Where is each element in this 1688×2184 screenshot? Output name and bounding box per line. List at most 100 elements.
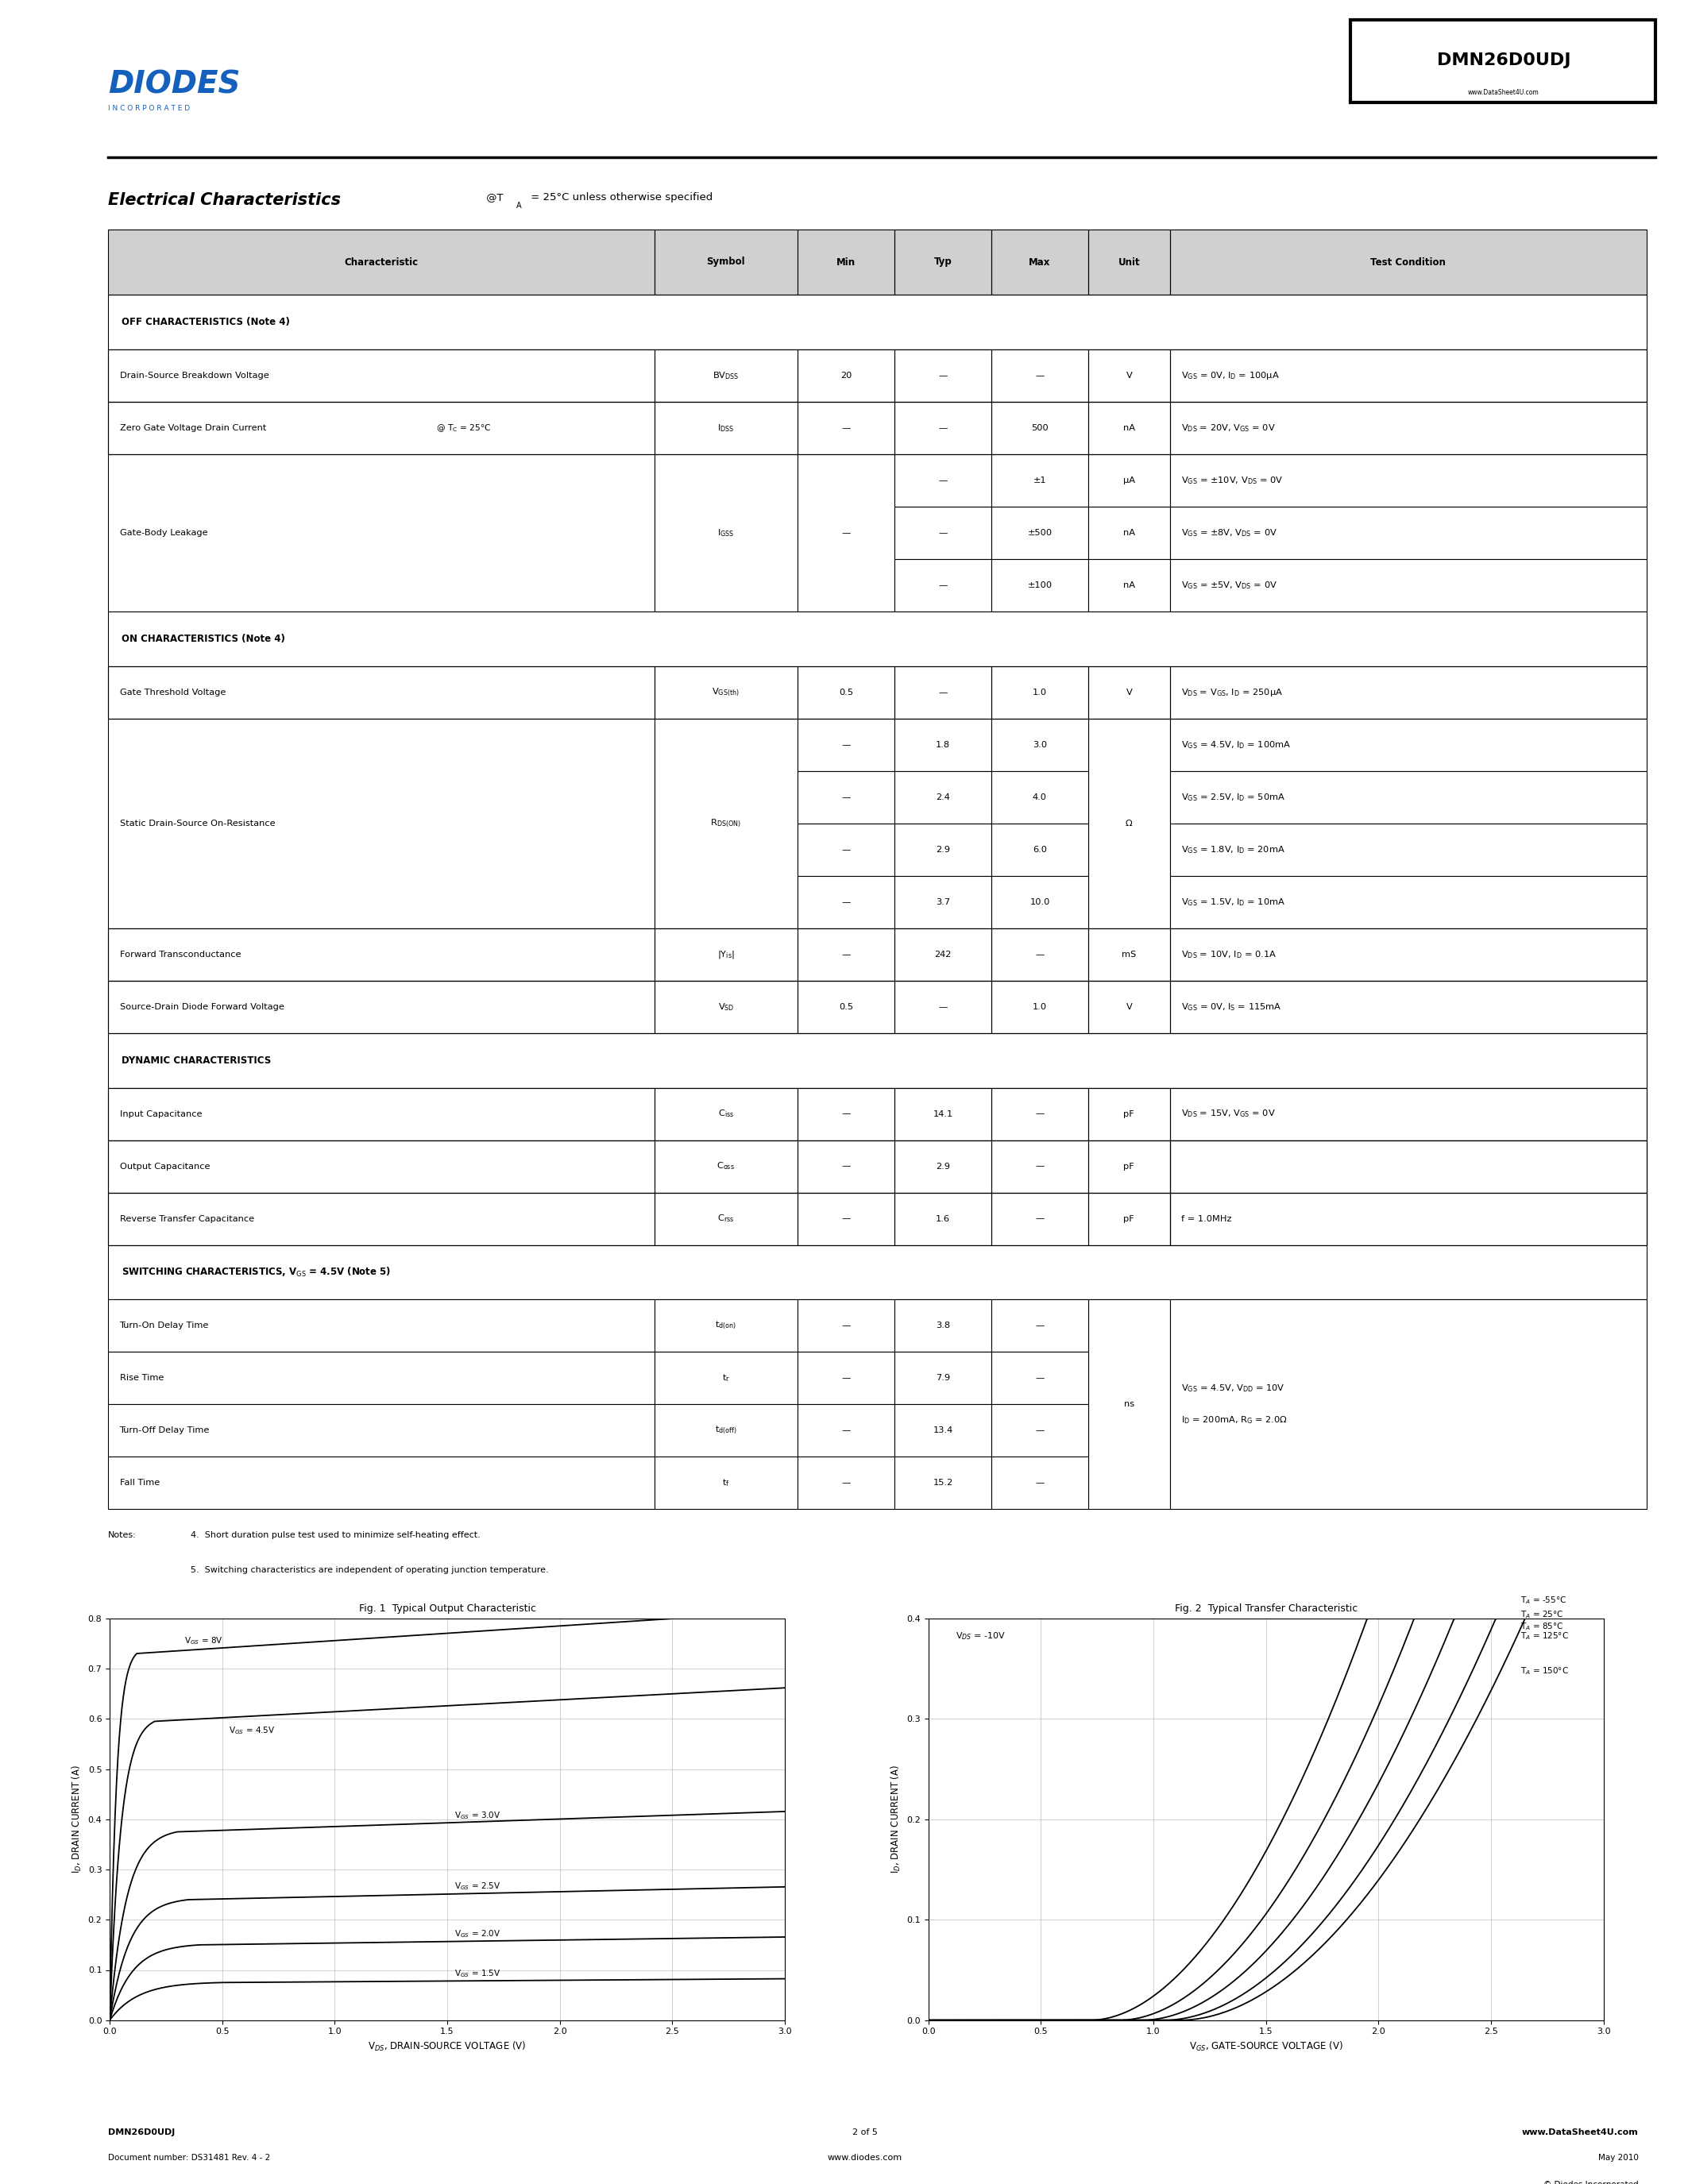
Bar — [1089, 981, 1170, 1033]
Bar — [1170, 876, 1647, 928]
Text: May 2010: May 2010 — [1599, 2153, 1639, 2162]
Bar — [797, 666, 895, 719]
Bar — [1170, 719, 1647, 771]
Bar — [797, 1299, 895, 1352]
Bar — [895, 1140, 991, 1192]
Text: DYNAMIC CHARACTERISTICS: DYNAMIC CHARACTERISTICS — [122, 1055, 270, 1066]
X-axis label: V$_{DS}$, DRAIN-SOURCE VOLTAGE (V): V$_{DS}$, DRAIN-SOURCE VOLTAGE (V) — [368, 2040, 527, 2053]
Bar — [655, 229, 797, 295]
Bar — [797, 1140, 895, 1192]
Bar — [108, 402, 655, 454]
X-axis label: V$_{GS}$, GATE-SOURCE VOLTAGE (V): V$_{GS}$, GATE-SOURCE VOLTAGE (V) — [1188, 2040, 1344, 2053]
Bar — [991, 771, 1089, 823]
Bar — [1170, 1140, 1647, 1245]
Text: pF: pF — [1124, 1109, 1134, 1118]
Bar — [991, 1404, 1089, 1457]
Bar — [108, 349, 1647, 402]
Y-axis label: I$_D$, DRAIN CURRENT (A): I$_D$, DRAIN CURRENT (A) — [890, 1765, 901, 1874]
Bar — [655, 1088, 797, 1140]
Text: DMN26D0UDJ: DMN26D0UDJ — [108, 2127, 176, 2136]
Bar — [895, 559, 991, 612]
Bar — [991, 1140, 1089, 1192]
Text: 0.5: 0.5 — [839, 1002, 852, 1011]
Bar — [108, 1033, 1647, 1088]
Bar — [1089, 349, 1170, 402]
Text: —: — — [939, 1002, 947, 1011]
Text: Min: Min — [836, 258, 856, 266]
Bar — [1350, 20, 1654, 103]
Text: V$_{GS}$ = 2.0V: V$_{GS}$ = 2.0V — [454, 1928, 501, 1939]
Text: www.DataSheet4U.com: www.DataSheet4U.com — [1523, 2127, 1639, 2136]
Bar — [108, 229, 655, 295]
Bar — [1170, 1192, 1647, 1245]
Text: V$_{\mathrm{GS}}$ = 0V, I$_{\mathrm{D}}$ = 100μA: V$_{\mathrm{GS}}$ = 0V, I$_{\mathrm{D}}$… — [1182, 369, 1280, 382]
Bar — [797, 1192, 895, 1245]
Text: I N C O R P O R A T E D: I N C O R P O R A T E D — [108, 105, 191, 111]
Text: V$_{\mathrm{GS}}$ = 1.5V, I$_{\mathrm{D}}$ = 10mA: V$_{\mathrm{GS}}$ = 1.5V, I$_{\mathrm{D}… — [1182, 895, 1286, 909]
Text: NEW PRODUCT: NEW PRODUCT — [14, 1046, 24, 1138]
Bar — [108, 454, 655, 612]
Text: Characteristic: Characteristic — [344, 258, 419, 266]
Text: —: — — [1035, 950, 1045, 959]
Bar — [797, 1457, 895, 1509]
Text: T$_A$ = 125°C: T$_A$ = 125°C — [1521, 1631, 1568, 1642]
Text: 4.  Short duration pulse test used to minimize self-heating effect.: 4. Short duration pulse test used to min… — [191, 1531, 479, 1540]
Text: ±100: ±100 — [1028, 581, 1052, 590]
Text: Test Condition: Test Condition — [1371, 258, 1447, 266]
Bar — [655, 1140, 797, 1192]
Bar — [1089, 719, 1170, 928]
Text: —: — — [1035, 1162, 1045, 1171]
Bar — [1089, 1192, 1170, 1245]
Text: C$_{\mathrm{oss}}$: C$_{\mathrm{oss}}$ — [717, 1160, 734, 1173]
Text: pF: pF — [1124, 1214, 1134, 1223]
Text: BV$_{\mathrm{DSS}}$: BV$_{\mathrm{DSS}}$ — [712, 369, 739, 382]
Bar — [895, 1192, 991, 1245]
Bar — [895, 1088, 991, 1140]
Bar — [797, 229, 895, 295]
Text: Drain-Source Breakdown Voltage: Drain-Source Breakdown Voltage — [120, 371, 268, 380]
Text: T$_A$ = -55°C: T$_A$ = -55°C — [1521, 1594, 1566, 1605]
Bar — [108, 928, 1647, 981]
Text: —: — — [841, 1374, 851, 1382]
Text: V$_{\mathrm{GS}}$ = ±10V, V$_{\mathrm{DS}}$ = 0V: V$_{\mathrm{GS}}$ = ±10V, V$_{\mathrm{DS… — [1182, 474, 1283, 487]
Bar — [655, 666, 797, 719]
Text: @T: @T — [483, 192, 503, 203]
Text: Electrical Characteristics: Electrical Characteristics — [108, 192, 341, 207]
Bar — [1089, 559, 1170, 612]
Bar — [991, 719, 1089, 771]
Bar — [991, 928, 1089, 981]
Bar — [991, 507, 1089, 559]
Text: V$_{DS}$ = -10V: V$_{DS}$ = -10V — [955, 1631, 1006, 1642]
Text: —: — — [841, 1214, 851, 1223]
Text: V$_{\mathrm{GS(th)}}$: V$_{\mathrm{GS(th)}}$ — [712, 686, 739, 699]
Text: t$_{\mathrm{r}}$: t$_{\mathrm{r}}$ — [722, 1372, 729, 1385]
Text: Gate-Body Leakage: Gate-Body Leakage — [120, 529, 208, 537]
Bar — [1170, 454, 1647, 507]
Text: www.DataSheet4U.com: www.DataSheet4U.com — [1469, 90, 1539, 96]
Text: —: — — [939, 424, 947, 432]
Bar — [108, 981, 655, 1033]
Bar — [1170, 229, 1647, 295]
Text: Input Capacitance: Input Capacitance — [120, 1109, 203, 1118]
Bar — [797, 349, 895, 402]
Text: V$_{\mathrm{GS}}$ = 1.8V, I$_{\mathrm{D}}$ = 20mA: V$_{\mathrm{GS}}$ = 1.8V, I$_{\mathrm{D}… — [1182, 843, 1285, 856]
Text: Turn-Off Delay Time: Turn-Off Delay Time — [120, 1426, 209, 1435]
Text: 1.0: 1.0 — [1033, 688, 1047, 697]
Text: pF: pF — [1124, 1162, 1134, 1171]
Text: 242: 242 — [935, 950, 952, 959]
Bar — [797, 719, 895, 771]
Bar — [797, 981, 895, 1033]
Bar — [108, 402, 1647, 454]
Text: 3.0: 3.0 — [1033, 740, 1047, 749]
Text: —: — — [841, 1321, 851, 1330]
Text: 1.8: 1.8 — [935, 740, 950, 749]
Bar — [1089, 402, 1170, 454]
Text: 7.9: 7.9 — [935, 1374, 950, 1382]
Text: t$_{\mathrm{f}}$: t$_{\mathrm{f}}$ — [722, 1476, 729, 1489]
Bar — [1089, 1088, 1170, 1140]
Bar — [895, 1352, 991, 1404]
Text: ON CHARACTERISTICS (Note 4): ON CHARACTERISTICS (Note 4) — [122, 633, 285, 644]
Text: I$_{\mathrm{GSS}}$: I$_{\mathrm{GSS}}$ — [717, 526, 734, 539]
Bar — [895, 1457, 991, 1509]
Text: μA: μA — [1123, 476, 1134, 485]
